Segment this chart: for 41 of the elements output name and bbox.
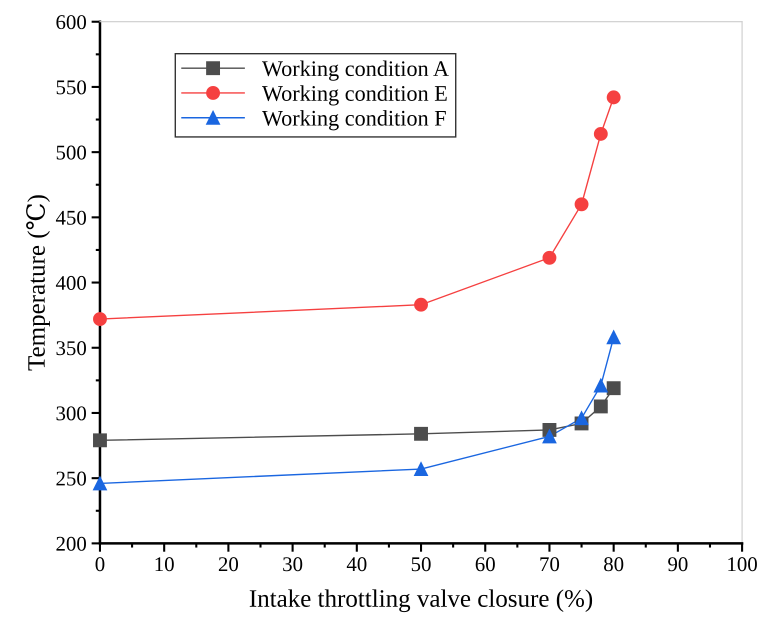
y-tick-label: 250 <box>56 472 86 486</box>
x-tick-label: 70 <box>540 557 560 572</box>
point <box>606 381 621 396</box>
y-tick-label: 450 <box>56 210 86 225</box>
y-tick-label: 400 <box>56 276 86 290</box>
x-tick-label: 50 <box>412 557 431 572</box>
point <box>93 433 107 448</box>
x-tick-label: 100 <box>728 557 757 572</box>
point <box>574 197 588 212</box>
y-tick-label: 550 <box>56 80 86 94</box>
y-tick-label: 300 <box>56 406 86 420</box>
legend-label: Working condition E <box>262 85 447 106</box>
point <box>414 298 428 312</box>
legend-label: Working condition F <box>262 110 446 130</box>
point <box>414 462 428 476</box>
point <box>93 312 107 326</box>
x-tick-label: 90 <box>668 557 688 572</box>
point <box>606 330 621 344</box>
legend-label: Working condition A <box>262 60 449 81</box>
y-axis-title: Temperature (℃) <box>26 195 50 371</box>
x-tick-label: 30 <box>283 557 302 572</box>
x-axis-title: Intake throttling valve closure (%) <box>250 589 592 612</box>
point <box>542 250 556 265</box>
x-tick-label: 60 <box>476 557 495 572</box>
x-tick-label: 80 <box>604 557 624 572</box>
point <box>594 400 608 414</box>
y-tick-label: 200 <box>56 536 86 551</box>
point <box>93 476 107 490</box>
point <box>574 411 588 426</box>
x-tick-label: 0 <box>96 557 104 572</box>
y-tick-label: 600 <box>56 15 86 30</box>
point <box>414 426 428 441</box>
point <box>542 429 556 444</box>
point <box>594 378 608 393</box>
y-tick-label: 350 <box>56 341 86 356</box>
x-tick-label: 10 <box>156 557 174 572</box>
x-tick-label: 20 <box>218 557 238 572</box>
x-tick-label: 40 <box>346 557 366 572</box>
y-tick-label: 500 <box>56 146 86 160</box>
point <box>594 126 608 141</box>
point <box>606 90 621 104</box>
